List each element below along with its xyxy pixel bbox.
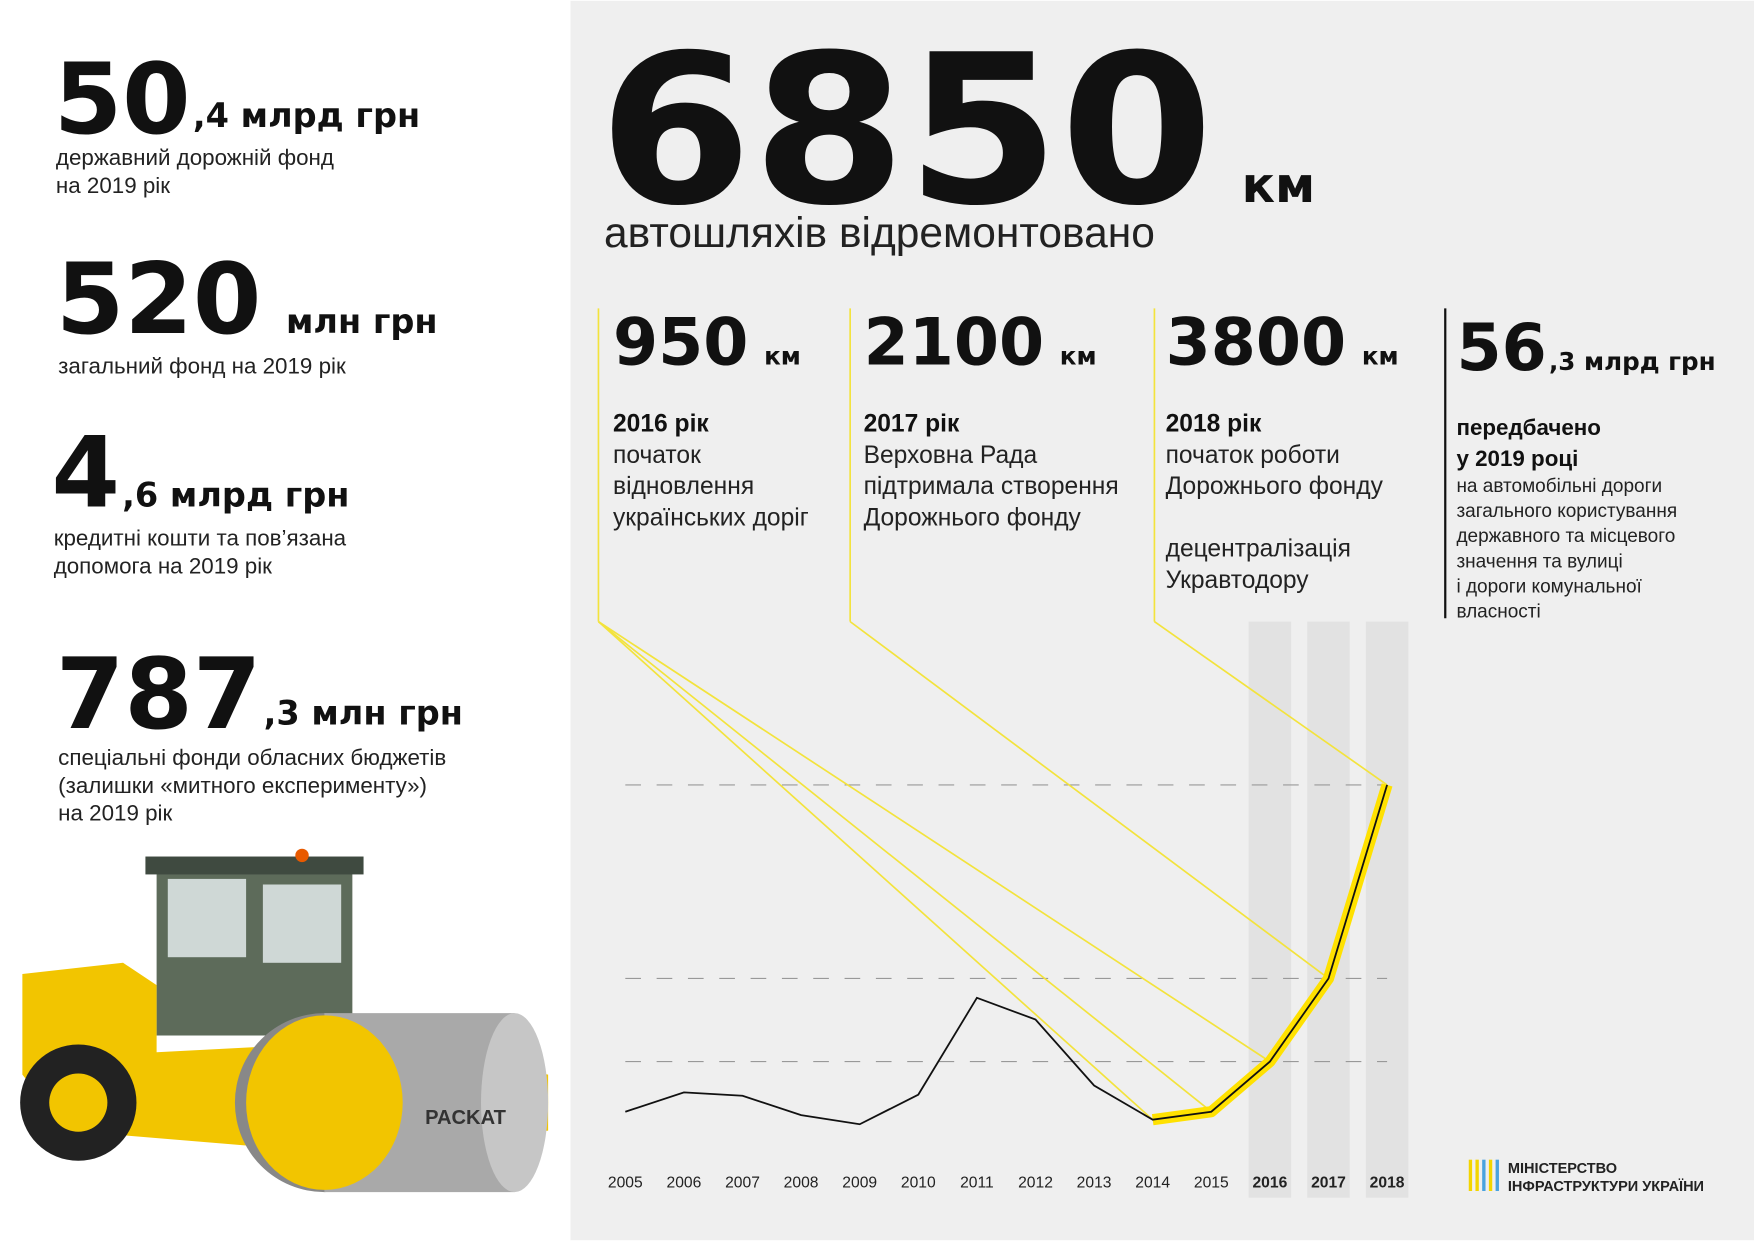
data-line — [625, 784, 1388, 1126]
plan-text: і дороги комунальної — [1456, 577, 1642, 598]
logo-stripe — [1475, 1159, 1479, 1191]
x-tick-label: 2005 — [608, 1175, 643, 1192]
stat-unit: ,6 млрд грн — [122, 475, 349, 514]
plan-text: значення та вулиці — [1456, 551, 1622, 572]
plan-text: державного та місцевого — [1456, 526, 1675, 547]
x-tick-label: 2010 — [901, 1175, 936, 1192]
milestone-unit: км — [1362, 341, 1399, 370]
logo-text: ІНФРАСТРУКТУРИ УКРАЇНИ — [1508, 1178, 1704, 1195]
x-tick-label: 2007 — [725, 1175, 760, 1192]
stat-caption: (залишки «митного експерименту») — [58, 773, 427, 798]
headline-number: 6850 — [598, 10, 1213, 251]
stat-unit: млн грн — [286, 302, 438, 341]
x-tick-label: 2018 — [1370, 1175, 1405, 1192]
connector — [597, 620, 1212, 1113]
milestone-year: 2017 рік — [864, 410, 960, 437]
stat-caption: загальний фонд на 2019 рік — [58, 353, 346, 378]
x-tick-label: 2012 — [1018, 1175, 1053, 1192]
connector — [597, 620, 1154, 1121]
stat-caption: на 2019 рік — [56, 173, 170, 198]
milestone-text: підтримала створення — [864, 473, 1119, 500]
logo — [1468, 1159, 1499, 1191]
stat-caption: спеціальні фонди обласних бюджетів — [58, 745, 446, 770]
stat-caption: кредитні кошти та пов’язана — [54, 526, 347, 551]
svg-text:PACKAT: PACKAT — [425, 1107, 507, 1129]
plan-title: у 2019 році — [1456, 446, 1578, 471]
plan-number: 56 — [1456, 311, 1546, 386]
stat-unit: ,4 млрд грн — [193, 96, 420, 135]
milestone-text: Дорожнього фонду — [1166, 473, 1384, 500]
plan-title: передбачено — [1456, 415, 1601, 440]
milestone-number: 2100 — [864, 305, 1045, 380]
x-tick-label: 2013 — [1077, 1175, 1112, 1192]
plan-text: на автомобільні дороги — [1456, 476, 1662, 497]
headline-caption: автошляхів відремонтовано — [604, 210, 1155, 257]
stat-caption: допомога на 2019 рік — [54, 554, 272, 579]
logo-stripe — [1468, 1159, 1473, 1191]
plan-unit: ,3 млрд грн — [1549, 347, 1716, 376]
stat-number: 787 — [56, 638, 261, 752]
x-tick-label: 2016 — [1252, 1175, 1287, 1192]
milestone-unit: км — [1060, 341, 1097, 370]
milestone-year: 2018 рік — [1166, 410, 1262, 437]
highlight-band — [1307, 621, 1350, 1198]
x-tick-label: 2006 — [666, 1175, 701, 1192]
milestone-text: початок роботи — [1166, 442, 1340, 469]
stat-caption: на 2019 рік — [58, 801, 172, 826]
milestone-text: Верховна Рада — [864, 442, 1038, 469]
milestone-unit: км — [764, 341, 801, 370]
milestone-text: Дорожнього фонду — [864, 504, 1082, 531]
logo-stripe — [1495, 1159, 1499, 1191]
panel — [570, 0, 1754, 1241]
connector — [849, 620, 1329, 980]
milestone-year: 2016 рік — [613, 410, 709, 437]
x-tick-label: 2009 — [842, 1175, 877, 1192]
connector — [598, 620, 1271, 1063]
milestone-number: 3800 — [1166, 305, 1347, 380]
x-tick-label: 2008 — [784, 1175, 819, 1192]
plan-text: загального користування — [1456, 501, 1677, 522]
x-tick-label: 2017 — [1311, 1175, 1346, 1192]
highlight-band — [1365, 621, 1409, 1198]
milestone-note: Укравтодору — [1166, 567, 1310, 594]
logo-stripe — [1488, 1159, 1493, 1191]
plan-text: власності — [1456, 602, 1540, 623]
connector — [1153, 620, 1388, 786]
stat-number: 520 — [56, 243, 261, 357]
milestone-text: українських доріг — [613, 504, 809, 531]
milestone-note: децентралізація — [1166, 536, 1351, 563]
road-roller-illustration: PACKAT — [20, 848, 549, 1193]
logo-stripe — [1482, 1159, 1486, 1191]
highlight-band — [1248, 621, 1292, 1198]
stat-number: 4 — [51, 416, 119, 530]
x-tick-label: 2015 — [1194, 1175, 1229, 1192]
milestone-text: відновлення — [613, 473, 754, 500]
stat-unit: ,3 млн грн — [264, 694, 463, 733]
logo-text: МІНІСТЕРСТВО — [1508, 1161, 1617, 1177]
stat-caption: державний дорожній фонд — [56, 145, 334, 170]
milestone-text: початок — [613, 442, 701, 469]
x-tick-label: 2014 — [1135, 1175, 1170, 1192]
headline-unit: км — [1242, 156, 1316, 214]
milestone-number: 950 — [613, 305, 748, 380]
stat-number: 50 — [54, 43, 191, 157]
x-tick-label: 2011 — [960, 1175, 994, 1192]
